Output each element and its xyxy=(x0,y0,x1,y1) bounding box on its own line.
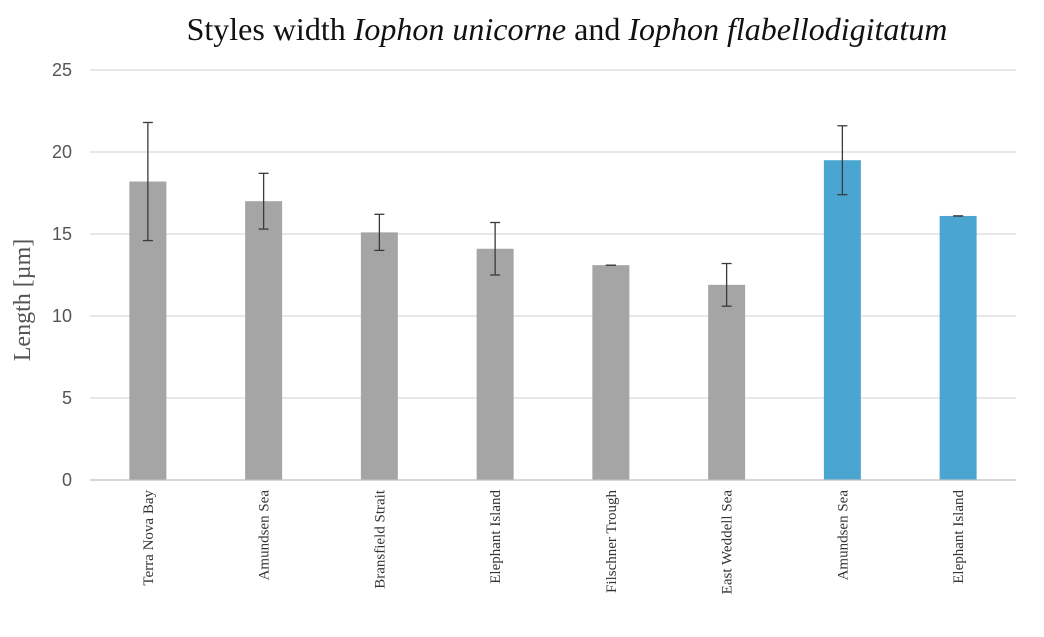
y-axis-title: Length [µm] xyxy=(10,239,36,361)
bar xyxy=(245,201,283,480)
error-bar xyxy=(837,125,848,196)
error-bars xyxy=(142,121,964,307)
bar xyxy=(360,232,398,480)
chart-title-segment: and xyxy=(566,11,628,47)
x-tick-label: Elephant Island xyxy=(488,490,504,584)
chart-title-segment: Iophon flabellodigitatum xyxy=(627,11,947,47)
x-tick-label: Elephant Island xyxy=(951,490,967,584)
x-tick-label: Amundsen Sea xyxy=(835,490,851,581)
chart-title-segment: Styles width xyxy=(187,11,354,47)
x-tick-label: Filschner Trough xyxy=(604,490,620,593)
error-bar xyxy=(490,221,501,276)
chart-title: Styles width Iophon unicorne and Iophon … xyxy=(187,11,948,47)
y-tick-label: 0 xyxy=(62,470,72,490)
x-tick-label: Terra Nova Bay xyxy=(141,490,157,586)
bar xyxy=(708,284,746,480)
error-bar xyxy=(721,262,732,307)
bar xyxy=(823,160,861,480)
y-axis-ticks: 0 5 10 15 20 25 xyxy=(52,60,72,490)
gridlines xyxy=(90,69,1016,399)
y-tick-label: 5 xyxy=(62,388,72,408)
bars xyxy=(129,160,977,480)
y-tick-label: 25 xyxy=(52,60,72,80)
error-bar xyxy=(374,213,385,252)
y-tick-label: 20 xyxy=(52,142,72,162)
x-tick-label: Bransfield Strait xyxy=(372,489,388,589)
x-tick-label: Amundsen Sea xyxy=(257,490,273,581)
y-tick-label: 10 xyxy=(52,306,72,326)
error-bar xyxy=(258,172,269,230)
bar xyxy=(592,265,630,480)
bar xyxy=(939,215,977,480)
chart-title-segment: Iophon unicorne xyxy=(353,11,566,47)
error-bar xyxy=(142,121,153,242)
bar xyxy=(476,248,514,480)
x-axis-ticks: Terra Nova Bay Amundsen Sea Bransfield Str… xyxy=(141,489,967,594)
x-tick-label: East Weddell Sea xyxy=(720,490,736,595)
y-tick-label: 15 xyxy=(52,224,72,244)
